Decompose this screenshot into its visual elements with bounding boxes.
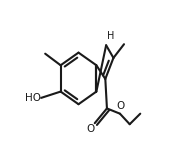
- Text: HO: HO: [25, 93, 41, 103]
- Text: H: H: [107, 31, 115, 41]
- Text: O: O: [116, 101, 124, 111]
- Text: O: O: [87, 124, 95, 134]
